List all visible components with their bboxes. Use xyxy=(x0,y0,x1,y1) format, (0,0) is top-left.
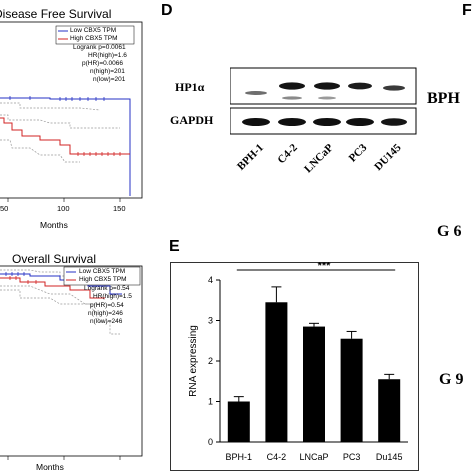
x-tick-label: LNCaP xyxy=(299,452,328,462)
panel-f-label-bph: BPH xyxy=(427,90,460,107)
os-ci-upper xyxy=(0,269,120,279)
blot-band-hp1a-lncap xyxy=(314,82,340,90)
dfs-ci-low-lower xyxy=(0,102,101,111)
dfs-xticks xyxy=(7,198,121,202)
blot-band-hp1a-lncap-lower xyxy=(318,96,336,100)
os-curve-high xyxy=(0,277,105,299)
blot-band-gapdh-lncap xyxy=(313,118,341,126)
significance-marker: *** xyxy=(318,262,332,272)
os-xlabel: Months xyxy=(36,462,64,472)
x-tick-label: C4-2 xyxy=(267,452,287,462)
dfs-ci-high-lower xyxy=(0,139,80,163)
blot-band-gapdh-bph1 xyxy=(242,118,270,126)
lane-label-lncap: LNCaP xyxy=(301,141,336,176)
dfs-title: Disease Free Survival xyxy=(0,7,112,21)
x-tick-label: PC3 xyxy=(343,452,361,462)
y-tick-label: 2 xyxy=(208,356,213,366)
dfs-curve-low xyxy=(0,97,131,196)
os-frame xyxy=(0,265,143,457)
os-stat-nhigh: n(high)=246 xyxy=(88,310,123,317)
y-tick-label: 3 xyxy=(208,316,213,326)
dfs-stat-nhigh: n(high)=201 xyxy=(90,68,125,75)
blot-band-gapdh-pc3 xyxy=(346,118,374,126)
dfs-legend-low: Low CBX5 TPM xyxy=(70,27,117,34)
blot-row-hp1a: HP1α xyxy=(175,80,205,94)
dfs-stat-logrank: Logrank p=0.0061 xyxy=(73,44,126,51)
os-stat-phr: p(HR)=0.54 xyxy=(90,302,124,309)
lane-label-bph1: BPH-1 xyxy=(235,141,267,173)
panel-f-letter: F xyxy=(462,2,472,19)
dfs-stat-phr: p(HR)=0.0066 xyxy=(82,60,124,67)
dfs-censor-high xyxy=(77,152,121,156)
bar xyxy=(340,338,363,442)
panel-e-letter: E xyxy=(169,238,180,255)
y-axis-label: RNA expressing xyxy=(188,325,199,397)
dfs-legend-box xyxy=(55,25,135,45)
dfs-xlabel: Months xyxy=(40,220,68,230)
dfs-frame xyxy=(0,21,143,199)
os-title: Overall Survival xyxy=(12,252,97,266)
blot-band-hp1a-pc3 xyxy=(348,82,372,90)
os-legend-low: Low CBX5 TPM xyxy=(79,268,126,275)
rna-expression-chart: 0 1 2 3 4 RNA expressing BPH-1 C4-2 LNCaP PC3 Du14… xyxy=(170,262,419,471)
os-legend-high: High CBX5 TPM xyxy=(79,276,127,283)
blot-band-hp1a-c42 xyxy=(279,82,305,90)
lane-label-du145: DU145 xyxy=(371,141,404,174)
blot-band-gapdh-c42 xyxy=(278,118,306,126)
panel-f-label-g9: G 9 xyxy=(439,371,464,388)
x-tick-label: BPH-1 xyxy=(226,452,253,462)
blot-band-hp1a-du145 xyxy=(383,85,405,91)
os-ci-lower xyxy=(0,289,120,335)
lane-label-c42: C4-2 xyxy=(275,141,301,167)
bar xyxy=(265,302,288,442)
dfs-plot xyxy=(0,21,143,202)
western-blot xyxy=(230,67,417,135)
panel-d-letter: D xyxy=(161,2,173,19)
bar xyxy=(378,379,401,442)
y-tick-label: 4 xyxy=(208,275,213,285)
dfs-xtick-150: 150 xyxy=(113,204,126,213)
os-stat-hr: HR(high)=1.5 xyxy=(93,293,132,300)
os-stat-logrank: Logrank p=0.54 xyxy=(84,285,130,292)
dfs-stat-nlow: n(low)=201 xyxy=(93,76,126,83)
chart-frame xyxy=(170,262,419,471)
dfs-xtick-50: 50 xyxy=(0,204,9,213)
dfs-legend-high: High CBX5 TPM xyxy=(70,35,118,42)
os-censor-high xyxy=(9,276,37,284)
dfs-stat-hr: HR(high)=1.6 xyxy=(88,52,127,59)
blot-band-hp1a-c42-lower xyxy=(282,96,302,100)
os-censor-low xyxy=(5,272,25,276)
os-stat-nlow: n(low)=246 xyxy=(90,318,123,325)
bar xyxy=(303,326,325,442)
blot-band-gapdh-du145 xyxy=(381,118,407,126)
os-plot xyxy=(0,265,143,460)
panel-f-label-g6: G 6 xyxy=(437,223,462,240)
dfs-censor-low xyxy=(9,96,105,101)
lane-label-pc3: PC3 xyxy=(346,141,370,165)
y-tick-label: 0 xyxy=(208,437,213,447)
os-xticks xyxy=(7,456,121,460)
blot-band-hp1a-bph1 xyxy=(245,91,267,95)
blot-row-gapdh: GAPDH xyxy=(170,113,214,127)
dfs-ci-high-upper xyxy=(0,114,120,129)
os-legend-box xyxy=(63,266,141,286)
dfs-curve-high xyxy=(0,117,130,155)
os-ci-lower-2 xyxy=(0,285,100,305)
dfs-xtick-100: 100 xyxy=(57,204,70,213)
bar xyxy=(227,401,250,442)
y-tick-label: 1 xyxy=(208,397,213,407)
x-tick-label: Du145 xyxy=(376,452,403,462)
